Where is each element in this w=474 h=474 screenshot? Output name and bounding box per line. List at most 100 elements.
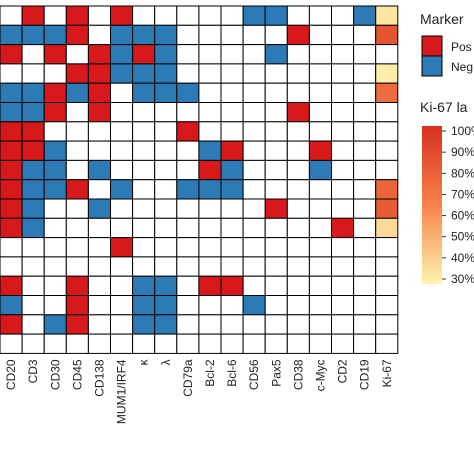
heatmap-cell	[308, 256, 332, 277]
legend-swatch-negative	[421, 55, 443, 77]
heatmap-cell	[65, 275, 89, 297]
heatmap-cell	[198, 217, 222, 239]
heatmap-cell	[0, 102, 23, 123]
heatmap-cell	[220, 5, 244, 26]
heatmap-cell	[198, 198, 222, 219]
heatmap-cell	[65, 5, 89, 26]
heatmap-cell	[0, 159, 23, 181]
heatmap-cell	[198, 314, 222, 335]
heatmap-cell	[198, 63, 222, 84]
heatmap-cell	[154, 82, 178, 103]
legend-swatch-positive	[421, 35, 443, 57]
heatmap-cell	[242, 237, 266, 258]
heatmap-cell	[132, 24, 156, 46]
heatmap-cell	[110, 314, 134, 335]
heatmap-cell	[176, 217, 200, 239]
heatmap-cell	[264, 63, 288, 84]
heatmap-cell	[65, 121, 89, 142]
heatmap-cell	[286, 314, 310, 335]
heatmap-cell	[21, 217, 45, 239]
heatmap-cell	[43, 159, 67, 181]
heatmap-cell	[87, 24, 112, 46]
heatmap-cell	[65, 44, 89, 65]
heatmap-cell	[154, 179, 178, 200]
heatmap-cell	[353, 140, 377, 161]
heatmap-cell	[308, 237, 332, 258]
ki67-tick-label: 70%	[451, 187, 474, 201]
heatmap-cell	[375, 217, 399, 239]
heatmap-cell	[154, 121, 178, 142]
ki67-legend: Ki-67 la 100% 90% 80% 70% 60% 50% 40% 30%	[420, 99, 474, 286]
heatmap-cell	[0, 217, 23, 239]
marker-legend: Marker Pos Neg	[420, 11, 473, 77]
heatmap-cell	[353, 121, 377, 142]
heatmap-cell	[65, 63, 89, 84]
heatmap-cell	[21, 44, 45, 65]
heatmap-cell	[198, 140, 222, 161]
heatmap-cell	[375, 179, 399, 200]
legend-label-positive: Pos	[451, 40, 472, 54]
heatmap-cell	[154, 44, 178, 65]
heatmap-cell	[176, 237, 200, 258]
heatmap-cell	[220, 256, 244, 277]
heatmap-cell	[286, 5, 310, 26]
heatmap-cell	[87, 179, 112, 200]
heatmap-cell	[308, 5, 332, 26]
heatmap-cell	[331, 275, 355, 297]
heatmap-cell	[220, 159, 244, 181]
heatmap-cell	[242, 140, 266, 161]
heatmap-cell	[220, 24, 244, 46]
heatmap-cell	[132, 275, 156, 297]
heatmap-cell	[353, 24, 377, 46]
heatmap-cell	[0, 256, 23, 277]
heatmap-cell	[0, 24, 23, 46]
heatmap-cell	[132, 63, 156, 84]
heatmap-cell	[65, 140, 89, 161]
heatmap-cell	[87, 140, 112, 161]
heatmap-cell	[21, 198, 45, 219]
heatmap-cell	[286, 82, 310, 103]
heatmap-cell	[264, 82, 288, 103]
heatmap-cell	[353, 256, 377, 277]
heatmap-cell	[375, 82, 399, 103]
heatmap-cell	[87, 198, 112, 219]
heatmap-cell	[132, 314, 156, 335]
heatmap-cell	[286, 256, 310, 277]
heatmap-cell	[220, 82, 244, 103]
heatmap-cell	[43, 179, 67, 200]
ki67-tick-label: 100%	[451, 124, 474, 138]
heatmap-cell	[87, 256, 112, 277]
heatmap-cell	[220, 217, 244, 239]
heatmap-cell	[132, 256, 156, 277]
heatmap-cell	[21, 256, 45, 277]
heatmap-cell	[132, 179, 156, 200]
heatmap-cell	[65, 256, 89, 277]
heatmap-cell	[87, 44, 112, 65]
heatmap-cell	[220, 237, 244, 258]
heatmap-cell	[308, 140, 332, 161]
heatmap-cell	[331, 82, 355, 103]
heatmap-cell	[0, 295, 23, 316]
heatmap-cell	[0, 5, 23, 26]
heatmap-cell	[110, 275, 134, 297]
heatmap-cell	[110, 198, 134, 219]
heatmap-cell	[65, 198, 89, 219]
heatmap-cell	[65, 314, 89, 335]
heatmap-cell	[286, 121, 310, 142]
heatmap-cell	[242, 102, 266, 123]
heatmap-cell	[154, 198, 178, 219]
heatmap-cell	[132, 102, 156, 123]
ki67-colorbar	[422, 126, 442, 284]
heatmap-cell	[353, 217, 377, 239]
heatmap-cell	[65, 82, 89, 103]
x-tick-label: CD138	[92, 359, 106, 397]
heatmap-cell	[21, 295, 45, 316]
heatmap-cell	[176, 140, 200, 161]
x-tick-labels: CD20 CD3 CD30 CD45 CD138 MUM1/IRF4 κ λ CD79a Bcl-…	[4, 358, 394, 424]
heatmap-cell	[43, 44, 67, 65]
heatmap-cell	[0, 121, 23, 142]
heatmap-cell	[308, 217, 332, 239]
heatmap-cell	[353, 198, 377, 219]
x-tick-label: Pax5	[269, 359, 283, 387]
